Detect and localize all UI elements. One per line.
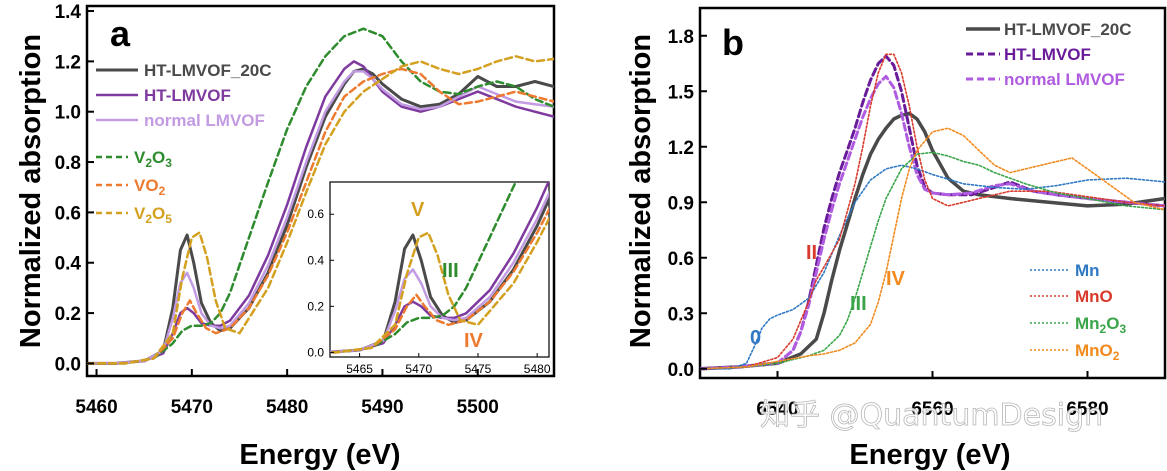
- panel-b-ylabel: Normalized absorption: [625, 34, 657, 348]
- annotation-iii: III: [850, 293, 867, 315]
- y-tick-label: 0.0: [668, 360, 694, 381]
- annotation-iv: IV: [886, 268, 906, 290]
- series-line: [87, 67, 554, 365]
- panel-b: 6540 6560 6580 0.0 0.3 0.6 0.9 1.2 1.5 1.8 b Ener…: [625, 6, 1167, 471]
- legend-label-mn2o3: Mn2O3: [1075, 314, 1126, 336]
- panel-b-ticks: 6540 6560 6580 0.0 0.3 0.6 0.9 1.2 1.5 1.8: [668, 27, 1109, 420]
- series-line: [330, 190, 549, 354]
- annotation-v: V: [411, 199, 425, 221]
- y-tick-label: 0.0: [307, 345, 324, 359]
- legend-label-mno2: MnO2: [1075, 341, 1120, 363]
- x-tick-label: 5500: [457, 397, 499, 418]
- series-line: [700, 53, 1165, 370]
- y-tick-label: 0.3: [668, 304, 694, 325]
- y-tick-label: 0.4: [55, 254, 82, 275]
- legend-label-mn: Mn: [1075, 261, 1100, 280]
- inset-ticks: 5465 5470 5475 5480 0.0 0.2 0.4 0.6: [307, 207, 551, 376]
- panel-b-xlabel: Energy (eV): [849, 439, 1010, 471]
- legend-label: normal LMVOF: [144, 111, 265, 130]
- y-tick-label: 1.2: [668, 138, 694, 159]
- x-tick-label: 5480: [524, 362, 551, 376]
- y-tick-label: 0.8: [55, 153, 81, 174]
- series-line: [87, 60, 554, 365]
- y-tick-label: 0.6: [55, 203, 81, 224]
- series-line: [330, 206, 549, 354]
- x-tick-label: 6540: [756, 399, 798, 420]
- y-tick-label: 1.8: [668, 27, 694, 48]
- x-tick-label: 5460: [75, 397, 117, 418]
- legend-label: HT-LMVOF: [144, 86, 231, 105]
- series-line: [87, 27, 554, 365]
- inset-series: [330, 182, 549, 354]
- series-line: [700, 164, 1165, 370]
- x-tick-label: 6580: [1066, 399, 1108, 420]
- series-line: [87, 55, 554, 365]
- x-tick-label: 6560: [911, 399, 953, 420]
- panel-b-label: b: [722, 22, 744, 63]
- annotation-iii: III: [442, 260, 459, 282]
- x-tick-label: 5480: [266, 397, 308, 418]
- panel-a: 5460 5470 5480 5490 5500 0.0 0.2 0.4 0.6 0.8 1.0 1.…: [15, 2, 556, 471]
- legend-label: HT-LMVOF_20C: [1004, 20, 1132, 39]
- panel-a-ticks: 5460 5470 5480 5490 5500 0.0 0.2 0.4 0.6 0.8 1.0 1.…: [55, 2, 499, 418]
- series-line: [700, 74, 1165, 371]
- panel-a-series: [87, 27, 554, 365]
- annotation-ii: II: [806, 242, 817, 264]
- x-tick-label: 5470: [171, 397, 213, 418]
- y-tick-label: 1.5: [668, 82, 695, 103]
- panel-b-series: [700, 53, 1165, 371]
- series-line: [700, 111, 1165, 371]
- y-tick-label: 0.6: [307, 207, 324, 221]
- panel-b-legend: HT-LMVOF_20C HT-LMVOF normal LMVOF: [966, 20, 1132, 89]
- series-line: [330, 182, 549, 354]
- legend-label: normal LMVOF: [1004, 70, 1125, 89]
- panel-b-legend-references: Mn MnO Mn2O3 MnO2: [1030, 261, 1126, 363]
- y-tick-label: 0.6: [668, 249, 694, 270]
- legend-label: HT-LMVOF: [1004, 45, 1091, 64]
- y-tick-label: 0.4: [307, 253, 324, 267]
- legend-label-vo2: VO2: [134, 176, 166, 198]
- y-tick-label: 1.2: [55, 52, 81, 73]
- y-tick-label: 1.0: [55, 103, 81, 124]
- panel-a-xlabel: Energy (eV): [239, 439, 400, 471]
- x-tick-label: 5465: [346, 362, 373, 376]
- legend-label-mno: MnO: [1075, 287, 1113, 306]
- legend-label: HT-LMVOF_20C: [144, 61, 272, 80]
- panel-a-legend: HT-LMVOF_20C HT-LMVOF normal LMVOF V2O3 …: [96, 61, 272, 226]
- series-line: [330, 216, 549, 354]
- y-tick-label: 1.4: [55, 2, 82, 23]
- annotation-0: 0: [750, 327, 761, 349]
- series-line: [700, 127, 1165, 370]
- series-line: [330, 182, 518, 354]
- y-tick-label: 0.2: [307, 299, 324, 313]
- x-tick-label: 5475: [465, 362, 492, 376]
- series-line: [330, 195, 549, 354]
- x-tick-label: 5470: [405, 362, 432, 376]
- watermark: 知乎 @QuantumDesign: [760, 398, 1103, 433]
- panel-a-inset: 5465 5470 5475 5480 0.0 0.2 0.4 0.6 V III IV: [307, 181, 551, 376]
- y-tick-label: 0.2: [55, 304, 81, 325]
- panel-a-ylabel: Normalized absorption: [15, 34, 47, 348]
- series-line: [700, 151, 1165, 370]
- x-tick-label: 5490: [361, 397, 403, 418]
- legend-label-v2o5: V2O5: [134, 204, 172, 226]
- y-tick-label: 0.0: [55, 354, 81, 375]
- y-tick-label: 0.9: [668, 193, 694, 214]
- annotation-iv: IV: [464, 330, 484, 352]
- panel-a-label: a: [110, 13, 131, 54]
- legend-label-v2o3: V2O3: [134, 148, 172, 170]
